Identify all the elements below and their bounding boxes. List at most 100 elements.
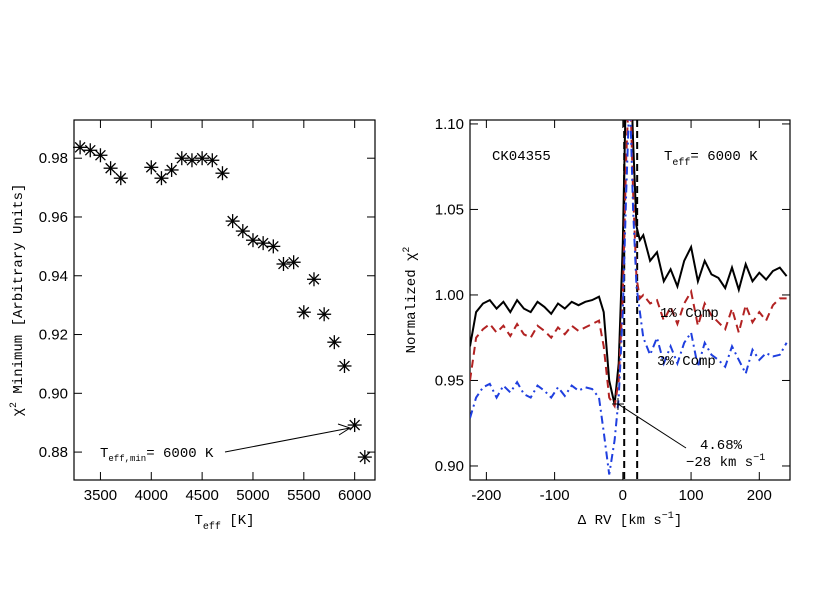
asterisk-stroke [288,256,300,268]
asterisk-point [357,450,372,465]
text-part: Minimum [Arbitrary Units] [11,184,27,402]
x-tick-label: 0 [619,487,627,504]
asterisk-point [317,307,332,322]
y-tick-label: 0.96 [39,209,68,226]
x-tick-label: 3500 [84,487,117,504]
x-tick-label: 4500 [185,487,218,504]
asterisk-stroke [308,273,320,285]
asterisk-point [103,161,118,176]
x-axis-label: Δ RV [km s−1] [578,511,682,529]
asterisk-stroke [206,154,218,166]
text-part: −28 km s [686,455,753,471]
teff-label: Teff= 6000 K [664,149,758,169]
asterisk-stroke [359,451,371,463]
asterisk-stroke [95,149,106,161]
y-tick-label: 1.00 [435,287,464,304]
asterisk-stroke [349,419,361,431]
x-tick-label: 100 [679,487,704,504]
y-axis-label: χ2 Minimum [Arbitrary Units] [9,184,27,417]
x-tick-label: 200 [747,487,772,504]
text-part: 2 [402,247,413,253]
asterisk-point [73,140,88,155]
text-part: eff [672,157,690,169]
asterisk-point [225,214,240,229]
asterisk-point [83,143,98,158]
text-part: −1 [753,453,765,464]
asterisk-point [286,255,301,270]
text-part: T [664,149,672,165]
text-part: 2 [9,402,20,408]
asterisk-point [256,236,271,251]
text-part: Δ RV [km s [578,513,662,529]
x-tick-label: 6000 [338,487,371,504]
asterisk-stroke [318,308,330,320]
min-marker [612,398,624,410]
asterisk-point [174,151,189,166]
asterisk-stroke [257,237,269,249]
text-part: eff,min [108,454,146,464]
asterisk-point [195,151,210,166]
asterisk-stroke [105,162,117,174]
text-part: χ [11,408,27,416]
text-part: Normalized χ [404,253,420,354]
asterisk-point [144,160,159,175]
y-tick-label: 0.92 [39,327,68,344]
asterisk-point [306,272,321,287]
comp-label: 1% Comp [660,306,719,322]
y-axis-label: Normalized χ2 [402,247,420,354]
y-tick-label: 0.90 [39,385,68,402]
asterisk-point [113,171,128,186]
asterisk-point [327,335,342,350]
x-tick-label: -100 [540,487,570,504]
plot-frame [73,119,376,481]
asterisk-point [93,148,108,163]
min-percent: 4.68% [700,438,743,454]
x-tick-label: 5000 [236,487,269,504]
asterisk-point [215,166,230,181]
asterisk-stroke [227,215,239,227]
asterisk-point [266,239,281,254]
star-label: CK04355 [492,149,551,165]
y-tick-label: 1.05 [435,201,464,218]
asterisk-stroke [339,360,350,372]
asterisk-point [276,257,291,271]
text-part: T [100,446,108,462]
text-part: ] [674,513,682,529]
asterisk-point [235,224,250,239]
asterisk-point [154,171,169,186]
asterisk-point [245,233,260,248]
text-part: eff [203,521,221,533]
asterisk-point [347,418,362,433]
comp-label: 3% Comp [657,354,716,370]
y-tick-label: 0.90 [435,458,464,475]
annotation-arrow [224,427,351,453]
asterisk-stroke [267,240,279,252]
asterisk-stroke [186,154,198,166]
text-part: = 6000 K [146,446,214,462]
text-part: −1 [662,511,674,522]
series-line [470,120,788,475]
text-part: = 6000 K [690,149,758,165]
asterisk-stroke [196,152,208,164]
x-axis-label: Teff [K] [194,513,254,533]
asterisk-stroke [74,141,86,153]
asterisk-stroke [237,225,249,237]
asterisk-stroke [328,336,340,348]
asterisk-stroke [247,234,259,246]
y-tick-label: 0.94 [39,268,68,285]
asterisk-stroke [115,172,127,184]
min-rv: −28 km s−1 [686,453,765,471]
asterisk-point [337,358,352,373]
x-tick-label: 5500 [287,487,320,504]
x-tick-label: -200 [471,487,501,504]
y-tick-label: 0.88 [39,444,68,461]
asterisk-point [205,153,220,168]
annotation-line [617,403,687,449]
asterisk-stroke [278,258,289,270]
y-tick-label: 0.98 [39,150,68,167]
asterisk-stroke [166,164,178,176]
asterisk-point [184,153,199,168]
series-line [470,120,787,409]
asterisk-stroke [176,152,188,164]
